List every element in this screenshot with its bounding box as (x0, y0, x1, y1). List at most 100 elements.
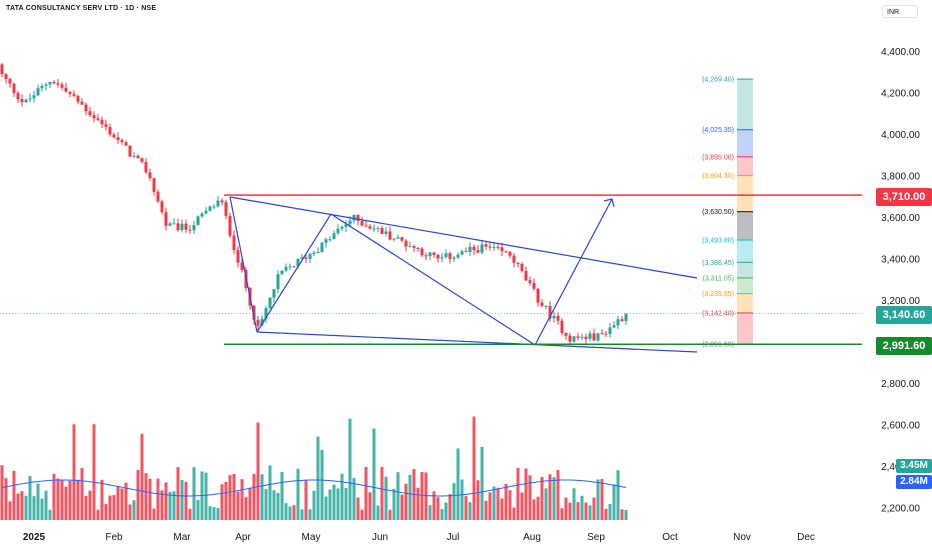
volume-bar (4, 478, 8, 520)
volume-bar (48, 509, 52, 520)
fibonacci-extension: (4,269.40) (4,025.35) (3,895.00) (3,804.30)… (702, 77, 753, 349)
volume-bar (344, 488, 348, 520)
volume-bar (76, 479, 80, 520)
volume-bar (324, 496, 328, 520)
volume-bar (400, 494, 404, 520)
fib-level-label: (3,386.45) (702, 260, 734, 267)
candle-body (456, 254, 460, 258)
candle-body (80, 101, 84, 105)
candle-body (584, 336, 588, 339)
candle-body (228, 215, 232, 236)
candle-body (588, 333, 592, 339)
candle-body (616, 319, 620, 326)
candle-body (552, 315, 556, 319)
candle-body (620, 319, 624, 322)
fib-level-label: (4,025.35) (702, 127, 734, 134)
volume-bar (360, 509, 364, 520)
volume-bar (356, 497, 360, 520)
candle-body (360, 220, 364, 226)
candle-body (64, 87, 68, 92)
volume-bar (460, 479, 464, 520)
volume-bar (72, 424, 76, 520)
candle-body (152, 178, 156, 192)
volume-bar (152, 508, 156, 520)
volume-bar (172, 491, 176, 520)
volume-bar (220, 484, 224, 520)
volume-bar (416, 487, 420, 520)
candle-body (276, 274, 280, 290)
candle-body (20, 99, 24, 103)
candle-body (556, 315, 560, 321)
volume-bar (488, 492, 492, 520)
candle-body (356, 214, 360, 221)
volume-bar (404, 483, 408, 520)
candle-body (52, 82, 56, 84)
candle-body (592, 333, 596, 341)
volume-bar (96, 509, 100, 520)
volume-bar (524, 468, 528, 520)
volume-bar (160, 490, 164, 520)
last-price-badge: 3,140.60 (876, 306, 932, 324)
candle-body (368, 226, 372, 229)
candle-body (76, 95, 80, 102)
volume-bar (396, 472, 400, 520)
volume-bar (408, 474, 412, 520)
candle-body (168, 223, 172, 226)
volume-bar (184, 481, 188, 520)
price-candles (0, 62, 628, 344)
resistance-price-badge: 3,710.00 (876, 188, 932, 206)
volume-bar (596, 479, 600, 520)
candle-body (144, 162, 148, 173)
volume-bar (604, 508, 608, 520)
volume-bar (156, 478, 160, 520)
volume-bar (100, 479, 104, 520)
candle-body (60, 84, 64, 88)
volume-bar (116, 486, 120, 520)
candle-body (296, 258, 300, 267)
candle-body (12, 83, 16, 93)
candle-body (320, 242, 324, 253)
candle-body (72, 93, 76, 96)
fib-zone (737, 240, 753, 263)
candle-body (232, 235, 236, 251)
candle-body (316, 252, 320, 254)
currency-selector[interactable]: INR (882, 5, 918, 18)
x-tick-label: Oct (662, 532, 678, 543)
candle-body (428, 252, 432, 257)
candle-body (544, 305, 548, 307)
volume-bar (208, 506, 212, 520)
candle-body (440, 257, 444, 259)
candle-body (44, 84, 48, 86)
x-tick-label: Jul (447, 532, 460, 543)
volume-bar (528, 475, 532, 520)
candle-body (16, 92, 20, 100)
candle-body (624, 314, 628, 322)
candle-body (572, 336, 576, 342)
y-tick-label: 3,200.00 (881, 296, 920, 307)
y-tick-label: 3,400.00 (881, 255, 920, 266)
x-tick-label: Feb (105, 532, 123, 543)
horizontal-levels (0, 194, 862, 345)
x-tick-label: Jun (372, 532, 388, 543)
volume-bar (264, 489, 268, 520)
candle-body (404, 240, 408, 247)
candle-body (288, 266, 292, 268)
candle-body (100, 119, 104, 125)
volume-bar (320, 449, 324, 520)
volume-bar (436, 497, 440, 520)
candle-body (564, 332, 568, 336)
volume-bar (580, 495, 584, 520)
candle-body (396, 237, 400, 239)
volume-bar (280, 472, 284, 520)
fib-zone (737, 175, 753, 212)
volume-bar (468, 502, 472, 520)
volume-ma-line (1, 479, 627, 497)
candle-body (128, 145, 132, 157)
volume-bar (532, 499, 536, 520)
candle-body (304, 257, 308, 259)
candle-body (208, 206, 212, 211)
candle-body (120, 140, 124, 143)
volume-bar (68, 480, 72, 520)
volume-bar (384, 476, 388, 520)
